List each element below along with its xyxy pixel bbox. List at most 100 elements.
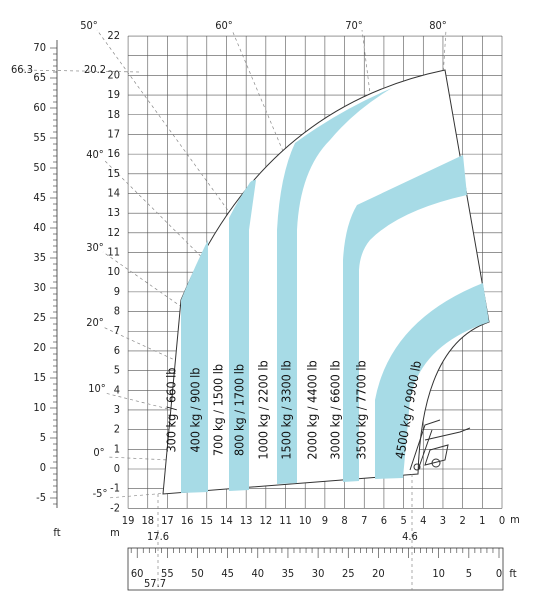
ft-left-label: 25 <box>33 311 46 324</box>
ft-bottom-label: 30 <box>312 567 325 580</box>
zone-band <box>181 240 208 493</box>
x-tick-label: 18 <box>141 514 154 527</box>
angle-label: 0° <box>93 446 104 459</box>
marker-label: 66.3 <box>11 63 33 76</box>
zone-band <box>229 180 256 491</box>
machine-icon <box>409 419 471 471</box>
ft-left-label: 70 <box>33 41 46 54</box>
zone-label: 1000 kg / 2200 lb <box>256 360 271 459</box>
ft-bottom-label: 35 <box>282 567 295 580</box>
ft-left-label: 10 <box>33 401 46 414</box>
angle-line <box>102 326 419 473</box>
y-tick-label: 9 <box>114 285 120 298</box>
ft-left-label: 20 <box>33 341 46 354</box>
y-tick-label: 20 <box>107 68 120 81</box>
ft-left-label: 35 <box>33 251 46 264</box>
ft-left-label: 5 <box>40 431 46 444</box>
x-tick-label: 10 <box>299 514 312 527</box>
ft-bottom-label: 5 <box>466 567 472 580</box>
x-tick-label: 8 <box>341 514 347 527</box>
x-tick-label: 4 <box>420 514 426 527</box>
x-tick-label: 12 <box>260 514 273 527</box>
angle-label: 30° <box>86 241 104 254</box>
angle-label: 40° <box>86 148 104 161</box>
x-tick-label: 16 <box>181 514 194 527</box>
angle-label: 10° <box>88 382 106 395</box>
zone-label: 3000 kg / 6600 lb <box>328 360 343 459</box>
y-tick-label: 18 <box>107 108 120 121</box>
angle-line <box>107 471 419 499</box>
angle-label: -5° <box>93 487 108 500</box>
unit-label: ft <box>509 567 516 580</box>
ft-bottom-label: 10 <box>432 567 445 580</box>
marker-label: 20.2 <box>84 63 106 76</box>
y-tick-label: 22 <box>107 29 120 42</box>
y-tick-label: 6 <box>114 344 120 357</box>
ft-left-label: -5 <box>36 491 46 504</box>
x-tick-label: 17 <box>161 514 174 527</box>
ft-left-label: 0 <box>40 461 46 474</box>
unit-label: m <box>110 526 120 539</box>
ft-left-label: 55 <box>33 131 46 144</box>
y-tick-label: 7 <box>114 324 120 337</box>
y-tick-label: 14 <box>107 186 120 199</box>
angle-label: 60° <box>215 19 233 32</box>
x-tick-label: 19 <box>122 514 135 527</box>
angle-label: 70° <box>345 19 363 32</box>
x-tick-label: 15 <box>201 514 214 527</box>
y-tick-label: 1 <box>114 442 120 455</box>
angle-label: 20° <box>86 316 104 329</box>
zone-label: 3500 kg / 7700 lb <box>354 360 369 459</box>
y-tick-label: 19 <box>107 88 120 101</box>
y-tick-label: -1 <box>110 482 120 495</box>
angle-label: 50° <box>80 19 98 32</box>
ft-bottom-label: 20 <box>372 567 385 580</box>
x-tick-label: 11 <box>279 514 292 527</box>
load-envelope <box>162 69 490 495</box>
y-tick-label: 10 <box>107 265 120 278</box>
ft-bottom-label: 50 <box>191 567 204 580</box>
x-tick-label: 3 <box>440 514 446 527</box>
unit-label: ft <box>53 526 60 539</box>
zone-label: 800 kg / 1700 lb <box>232 364 247 456</box>
y-tick-label: 16 <box>107 147 120 160</box>
y-tick-label: 17 <box>107 127 120 140</box>
y-tick-label: 5 <box>114 364 120 377</box>
ft-left-label: 40 <box>33 221 46 234</box>
y-tick-label: 3 <box>114 403 120 416</box>
zone-band <box>343 155 467 482</box>
zone-label: 1500 kg / 3300 lb <box>279 360 294 459</box>
x-tick-label: 2 <box>459 514 465 527</box>
ft-bottom-label: 40 <box>252 567 265 580</box>
ft-left-label: 60 <box>33 101 46 114</box>
ft-left-label: 30 <box>33 281 46 294</box>
unit-label: m <box>510 513 520 526</box>
ft-left-label: 15 <box>33 371 46 384</box>
ft-bottom-label: 45 <box>221 567 234 580</box>
marker-line <box>21 69 141 73</box>
y-tick-label: 2 <box>114 423 120 436</box>
x-tick-label: 0 <box>499 514 505 527</box>
zone-band <box>375 283 489 479</box>
zone-band <box>277 88 392 484</box>
x-tick-label: 9 <box>322 514 328 527</box>
y-tick-label: -2 <box>110 501 120 514</box>
marker-label: 17.6 <box>147 530 169 543</box>
x-tick-label: 1 <box>479 514 485 527</box>
marker-label: 57.7 <box>144 577 166 590</box>
angle-label: 80° <box>429 19 447 32</box>
ft-bottom-label: 25 <box>342 567 355 580</box>
y-tick-label: 15 <box>107 167 120 180</box>
zone-label: 700 kg / 1500 lb <box>211 364 226 456</box>
y-tick-label: 4 <box>114 383 120 396</box>
x-tick-label: 13 <box>240 514 253 527</box>
zone-label: 300 kg / 660 lb <box>164 368 179 453</box>
angle-line <box>106 456 419 473</box>
y-tick-label: 11 <box>107 246 120 259</box>
ft-left-label: 45 <box>33 191 46 204</box>
x-tick-label: 5 <box>400 514 406 527</box>
ft-left-label: 50 <box>33 161 46 174</box>
x-tick-label: 14 <box>220 514 233 527</box>
y-tick-label: 8 <box>114 305 120 318</box>
